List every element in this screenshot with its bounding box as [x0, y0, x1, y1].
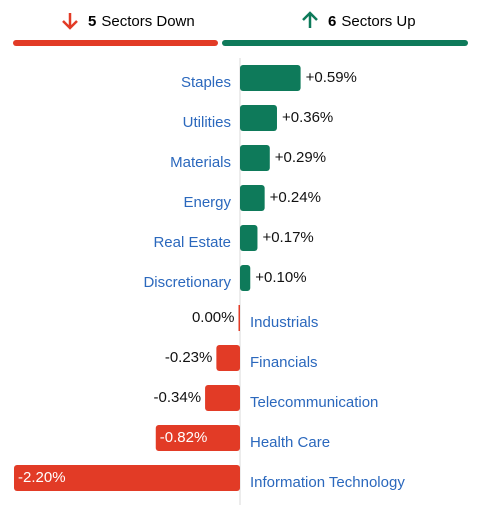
down-arrow	[62, 13, 78, 30]
bar	[240, 145, 270, 171]
value-label: +0.17%	[262, 229, 313, 246]
bar	[240, 65, 301, 91]
up-arrow	[302, 11, 318, 28]
value-label: +0.29%	[275, 149, 326, 166]
category-label: Energy	[183, 194, 231, 211]
value-label: -0.34%	[154, 389, 202, 406]
bar	[238, 305, 240, 331]
category-label: Information Technology	[250, 474, 405, 491]
category-label: Utilities	[183, 114, 231, 131]
up-count: 6	[328, 13, 336, 30]
bar	[205, 385, 240, 411]
value-label: -0.82%	[160, 429, 208, 446]
bar	[240, 185, 265, 211]
down-label: Sectors Down	[101, 13, 194, 30]
bar	[240, 105, 277, 131]
bar	[216, 345, 240, 371]
down-share-bar	[13, 40, 218, 46]
down-count: 5	[88, 13, 96, 30]
value-label: +0.10%	[255, 269, 306, 286]
category-label: Discretionary	[143, 274, 231, 291]
value-label: -0.23%	[165, 349, 213, 366]
value-label: +0.59%	[306, 69, 357, 86]
value-label: +0.24%	[270, 189, 321, 206]
bar	[14, 465, 240, 491]
bar	[240, 265, 251, 291]
category-label: Financials	[250, 354, 318, 371]
category-label: Health Care	[250, 434, 330, 451]
value-label: -2.20%	[18, 469, 66, 486]
category-label: Telecommunication	[250, 394, 378, 411]
category-label: Industrials	[250, 314, 318, 331]
value-label: 0.00%	[192, 309, 235, 326]
value-label: +0.36%	[282, 109, 333, 126]
up-label: Sectors Up	[341, 13, 415, 30]
bar	[155, 425, 240, 451]
up-heading: 6 Sectors Up	[328, 13, 416, 30]
category-label: Staples	[181, 74, 231, 91]
down-heading: 5 Sectors Down	[88, 13, 195, 30]
bar	[240, 225, 258, 251]
category-label: Materials	[170, 154, 231, 171]
up-share-bar	[222, 40, 468, 46]
category-label: Real Estate	[153, 234, 231, 251]
